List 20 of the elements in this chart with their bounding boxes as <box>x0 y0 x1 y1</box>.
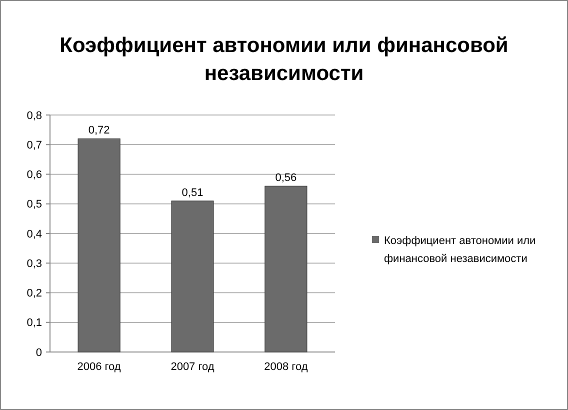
y-tick-label: 0 <box>36 346 42 359</box>
y-tick-label: 0,4 <box>26 228 42 240</box>
legend-label: Коэффициент автономии или финансовой независимости <box>384 234 536 265</box>
chart-title: Коэффициент автономии или финансовой независимости <box>60 34 508 85</box>
y-tick-label: 0,8 <box>26 110 42 122</box>
data-label: 0,56 <box>275 172 297 184</box>
y-tick-label: 0,1 <box>26 317 42 330</box>
bar <box>264 186 308 352</box>
bar <box>78 138 120 352</box>
y-tick-label: 0,2 <box>26 288 42 300</box>
bar <box>171 200 214 352</box>
y-tick-label: 0,7 <box>26 139 42 152</box>
data-label: 0,51 <box>182 186 204 199</box>
x-tick-label: 2007 год <box>170 361 215 373</box>
x-tick-label: 2008 год <box>264 361 308 373</box>
y-tick-label: 0,5 <box>26 198 42 211</box>
y-tick-label: 0,6 <box>26 169 42 182</box>
y-tick-label: 0,3 <box>26 258 42 270</box>
data-label: 0,72 <box>88 124 110 137</box>
x-tick-label: 2006 год <box>77 361 122 373</box>
